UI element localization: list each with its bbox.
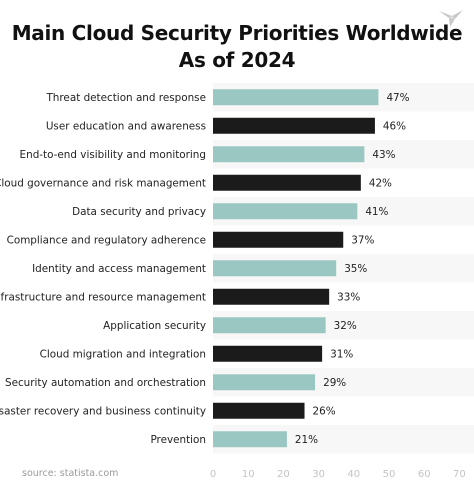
value-label: 35%: [344, 263, 367, 275]
chart-title-line-2: As of 2024: [178, 48, 296, 72]
x-tick-label: 60: [418, 469, 431, 480]
category-label: Disaster recovery and business continuit…: [0, 405, 206, 417]
x-tick-label: 30: [312, 469, 325, 480]
bar: [213, 260, 337, 277]
x-tick-label: 0: [210, 469, 216, 480]
value-label: 29%: [323, 377, 346, 389]
value-label: 31%: [330, 348, 353, 360]
bar: [213, 117, 375, 134]
chart-title: Main Cloud Security Priorities Worldwide…: [0, 20, 474, 74]
x-tick-label: 50: [383, 469, 396, 480]
category-label: Cloud migration and integration: [40, 348, 206, 360]
bar: [213, 431, 287, 448]
value-label: 21%: [295, 434, 318, 446]
chart-title-line-1: Main Cloud Security Priorities Worldwide: [11, 21, 463, 45]
category-label: Compliance and regulatory adherence: [7, 234, 206, 246]
x-tick-label: 70: [453, 469, 466, 480]
bird-logo-icon: [439, 10, 463, 27]
bar: [213, 402, 305, 419]
x-tick-label: 10: [242, 469, 255, 480]
category-label: User education and awareness: [46, 120, 206, 132]
category-label: Identity and access management: [32, 263, 206, 275]
bar: [213, 174, 361, 191]
value-label: 43%: [372, 149, 395, 161]
bar: [213, 374, 316, 391]
bar: [213, 146, 365, 163]
value-label: 41%: [365, 206, 388, 218]
value-label: 47%: [386, 92, 409, 104]
x-tick-label: 40: [347, 469, 360, 480]
value-label: 42%: [369, 177, 392, 189]
value-label: 46%: [383, 120, 406, 132]
bar: [213, 317, 326, 334]
bar: [213, 345, 323, 362]
bar: [213, 203, 358, 220]
category-label: End-to-end visibility and monitoring: [20, 149, 206, 161]
category-label: Application security: [103, 320, 206, 332]
category-label: Threat detection and response: [45, 92, 206, 104]
category-label: Data security and privacy: [72, 206, 206, 218]
bar: [213, 288, 330, 305]
bar: [213, 231, 344, 248]
category-label: Prevention: [150, 434, 206, 446]
value-label: 26%: [313, 405, 336, 417]
bar: [213, 89, 379, 106]
category-label: Security automation and orchestration: [5, 377, 206, 389]
value-label: 33%: [337, 291, 360, 303]
value-label: 37%: [351, 234, 374, 246]
source-note: source: statista.com: [22, 468, 119, 479]
value-label: 32%: [334, 320, 357, 332]
x-tick-label: 20: [277, 469, 290, 480]
category-label: Cloud governance and risk management: [0, 177, 206, 189]
category-label: Infrastructure and resource management: [0, 291, 206, 303]
